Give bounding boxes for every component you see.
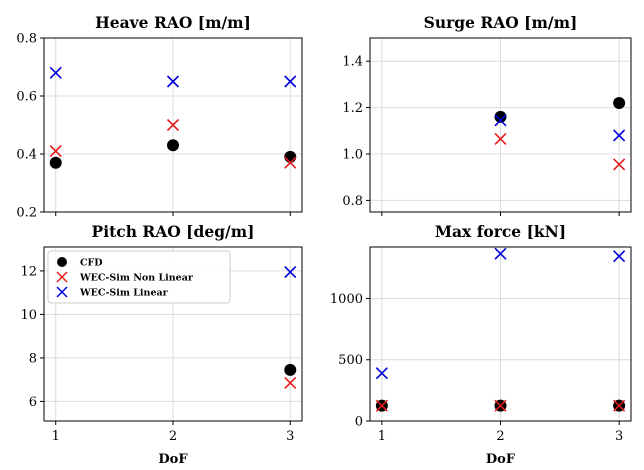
grid xyxy=(370,247,631,422)
x-tick-label: 2 xyxy=(496,429,504,444)
x-tick-label: 1 xyxy=(52,429,60,444)
y-tick-label: 0.8 xyxy=(342,194,363,209)
x-tick-label: 1 xyxy=(378,429,386,444)
point-nonlinear xyxy=(284,156,297,169)
x-tick-label: 3 xyxy=(615,429,623,444)
x-axis-label: DoF xyxy=(158,452,188,467)
legend-entry: WEC-Sim Non Linear xyxy=(56,271,194,284)
point-nonlinear xyxy=(166,118,180,132)
point-linear xyxy=(284,75,297,88)
legend-label: CFD xyxy=(80,258,103,269)
point-nonlinear xyxy=(613,399,626,412)
x-tick-label: 3 xyxy=(286,429,294,444)
panel-title: Pitch RAO [deg/m] xyxy=(92,222,255,241)
y-tick-label: 0.4 xyxy=(16,148,37,163)
y-tick-label: 12 xyxy=(20,264,37,279)
point-cfd xyxy=(167,139,179,152)
point-linear xyxy=(613,129,626,142)
y-tick-label: 1.4 xyxy=(342,55,363,70)
legend-marker xyxy=(56,271,68,283)
panel-title: Max force [kN] xyxy=(435,222,566,241)
point-linear xyxy=(494,114,507,127)
legend-box xyxy=(47,250,231,304)
y-tick-label: 0.2 xyxy=(16,206,37,221)
y-tick-label: 500 xyxy=(338,353,363,368)
point-nonlinear xyxy=(49,145,62,158)
x-tick-label: 2 xyxy=(169,429,177,444)
y-tick-label: 10 xyxy=(20,308,37,323)
series-2 xyxy=(49,66,297,88)
series-1 xyxy=(49,118,297,169)
series-1 xyxy=(375,399,626,412)
legend-entry: WEC-Sim Linear xyxy=(56,286,169,299)
y-tick-label: 1.2 xyxy=(342,101,363,116)
y-tick-label: 0.6 xyxy=(16,90,37,105)
y-tick-label: 8 xyxy=(29,351,37,366)
point-cfd xyxy=(49,156,62,169)
point-linear xyxy=(494,247,507,260)
y-tick-label: 1000 xyxy=(330,292,363,307)
series-0 xyxy=(494,96,626,123)
panel-title: Heave RAO [m/m] xyxy=(95,13,251,32)
y-tick-label: 0.8 xyxy=(16,32,37,47)
panel-2: Surge RAO [m/m] 0.8 1.0 1.2 1.4 xyxy=(342,13,632,216)
point-linear xyxy=(613,250,626,263)
series-2 xyxy=(375,247,626,380)
grid xyxy=(370,38,631,212)
x-axis-label: DoF xyxy=(486,452,516,467)
legend-marker xyxy=(56,286,68,298)
point-nonlinear xyxy=(494,399,507,412)
series-1 xyxy=(284,376,297,390)
legend-label: WEC-Sim Linear xyxy=(79,288,169,299)
series-1 xyxy=(494,132,626,171)
point-linear xyxy=(375,367,388,380)
point-nonlinear xyxy=(494,132,507,145)
legend-label: WEC-Sim Non Linear xyxy=(79,273,194,284)
point-nonlinear xyxy=(375,399,388,412)
point-cfd xyxy=(284,363,297,376)
point-cfd xyxy=(284,150,297,163)
panel-4: Max force [kN] 0 500 1000 1 2 3 DoF xyxy=(330,222,632,467)
point-linear xyxy=(49,66,62,79)
point-linear xyxy=(166,75,180,88)
y-tick-label: 6 xyxy=(29,395,37,410)
legend-marker xyxy=(57,257,67,267)
point-nonlinear xyxy=(613,158,626,171)
series-2 xyxy=(494,114,626,142)
point-cfd xyxy=(494,110,507,123)
y-tick-label: 1.0 xyxy=(342,148,363,163)
legend: CFD WEC-Sim Non Linear WEC-Sim Linear xyxy=(47,250,231,304)
point-nonlinear xyxy=(284,376,297,390)
panel-1: Heave RAO [m/m] 0.2 0.4 0.6 0.8 xyxy=(16,13,303,221)
y-tick-label: 0 xyxy=(355,415,363,430)
point-cfd xyxy=(613,96,626,109)
legend-entry: CFD xyxy=(57,257,103,269)
series-0 xyxy=(284,363,297,376)
series-2 xyxy=(284,265,297,279)
point-linear xyxy=(284,265,297,279)
panel-title: Surge RAO [m/m] xyxy=(424,13,578,32)
